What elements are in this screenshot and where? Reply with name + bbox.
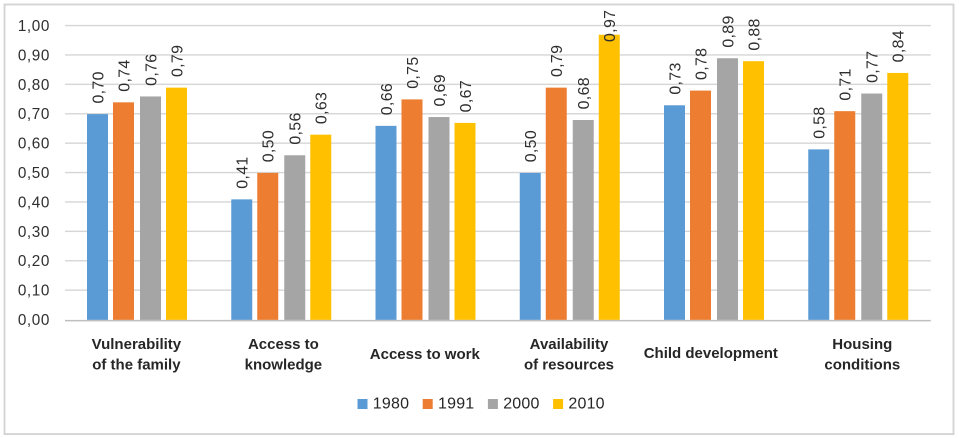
svg-text:0,79: 0,79 — [549, 45, 566, 77]
svg-text:conditions: conditions — [824, 357, 900, 374]
svg-text:1980: 1980 — [373, 396, 409, 413]
svg-text:0,56: 0,56 — [288, 112, 305, 144]
svg-text:0,60: 0,60 — [18, 136, 50, 153]
svg-text:2010: 2010 — [568, 396, 604, 413]
svg-text:0,90: 0,90 — [18, 47, 50, 64]
svg-text:0,79: 0,79 — [169, 45, 186, 77]
svg-text:0,70: 0,70 — [90, 71, 107, 103]
svg-text:0,77: 0,77 — [865, 51, 882, 83]
svg-text:0,41: 0,41 — [235, 156, 252, 188]
svg-text:0,10: 0,10 — [18, 283, 50, 300]
svg-text:0,88: 0,88 — [746, 18, 763, 50]
svg-text:0,71: 0,71 — [838, 68, 855, 100]
svg-text:Availability: Availability — [530, 336, 609, 353]
svg-text:0,40: 0,40 — [18, 194, 50, 211]
svg-text:Access to work: Access to work — [370, 346, 481, 363]
svg-text:0,50: 0,50 — [18, 165, 50, 182]
svg-text:0,74: 0,74 — [116, 59, 133, 91]
svg-text:of the family: of the family — [92, 357, 181, 374]
svg-text:1,00: 1,00 — [18, 18, 50, 35]
svg-text:0,69: 0,69 — [432, 74, 449, 106]
svg-text:0,73: 0,73 — [667, 62, 684, 94]
svg-text:0,63: 0,63 — [314, 92, 331, 124]
svg-text:0,20: 0,20 — [18, 253, 50, 270]
svg-text:Housing: Housing — [832, 336, 892, 353]
svg-text:1991: 1991 — [438, 396, 474, 413]
svg-text:0,00: 0,00 — [18, 312, 50, 329]
svg-text:0,68: 0,68 — [576, 77, 593, 109]
svg-text:knowledge: knowledge — [245, 357, 323, 374]
svg-text:0,97: 0,97 — [602, 10, 619, 42]
svg-text:0,76: 0,76 — [143, 54, 160, 86]
svg-text:0,78: 0,78 — [693, 48, 710, 80]
svg-text:0,89: 0,89 — [720, 15, 737, 47]
svg-text:0,50: 0,50 — [261, 130, 278, 162]
svg-text:0,50: 0,50 — [523, 130, 540, 162]
svg-text:Access to: Access to — [248, 336, 319, 353]
svg-text:2000: 2000 — [503, 396, 539, 413]
svg-text:0,80: 0,80 — [18, 77, 50, 94]
svg-text:0,58: 0,58 — [812, 106, 829, 138]
svg-text:0,84: 0,84 — [891, 30, 908, 62]
svg-text:Child development: Child development — [644, 345, 778, 362]
svg-text:0,75: 0,75 — [405, 56, 422, 88]
svg-text:of resources: of resources — [524, 357, 614, 374]
svg-text:0,30: 0,30 — [18, 224, 50, 241]
svg-text:Vulnerability: Vulnerability — [92, 336, 182, 353]
svg-text:0,66: 0,66 — [379, 83, 396, 115]
svg-text:0,70: 0,70 — [18, 106, 50, 123]
svg-text:0,67: 0,67 — [458, 80, 475, 112]
